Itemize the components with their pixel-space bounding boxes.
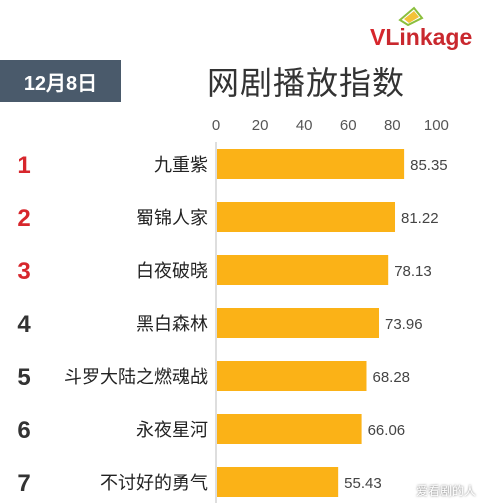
watermark: 爱看剧的人 [415, 484, 476, 498]
rank-number: 6 [17, 417, 30, 444]
x-tick-label: 20 [252, 117, 269, 134]
bar [217, 149, 405, 179]
category-label: 黑白森林 [136, 314, 208, 335]
logo-mark-icon [398, 6, 424, 26]
rank-number: 7 [17, 470, 30, 497]
rank-number: 2 [17, 205, 30, 232]
logo-text-rest: Linkage [385, 24, 473, 50]
bar [217, 308, 380, 338]
x-tick-label: 40 [296, 117, 313, 134]
value-label: 78.13 [394, 263, 432, 280]
value-label: 66.06 [368, 422, 406, 439]
vlinkage-logo: VLinkage [370, 6, 482, 51]
category-label: 蜀锦人家 [136, 208, 208, 229]
logo-text-v: V [370, 24, 386, 50]
chart-title: 网剧播放指数 [207, 64, 406, 102]
x-tick-label: 60 [340, 117, 357, 134]
category-label: 不讨好的勇气 [100, 473, 208, 494]
bar [217, 414, 362, 444]
value-label: 73.96 [385, 316, 423, 333]
date-badge: 12月8日 [0, 60, 121, 102]
rank-number: 3 [17, 258, 30, 285]
bar [217, 202, 396, 232]
bar [217, 255, 389, 285]
category-label: 白夜破晓 [136, 261, 208, 282]
category-label: 斗罗大陆之燃魂战 [64, 367, 208, 388]
value-label: 55.43 [344, 475, 382, 492]
value-label: 85.35 [410, 157, 448, 174]
rank-number: 4 [17, 311, 31, 338]
value-label: 68.28 [372, 369, 410, 386]
bar [217, 361, 367, 391]
x-tick-label: 80 [384, 117, 401, 134]
value-label: 81.22 [401, 210, 439, 227]
category-label: 九重紫 [154, 155, 208, 176]
category-label: 永夜星河 [136, 420, 208, 441]
rank-number: 1 [17, 152, 30, 179]
rank-number: 5 [17, 364, 30, 391]
x-tick-label: 100 [424, 117, 449, 134]
logo-text: VLinkage [370, 24, 472, 51]
x-tick-label: 0 [212, 117, 220, 134]
bar [217, 467, 339, 497]
